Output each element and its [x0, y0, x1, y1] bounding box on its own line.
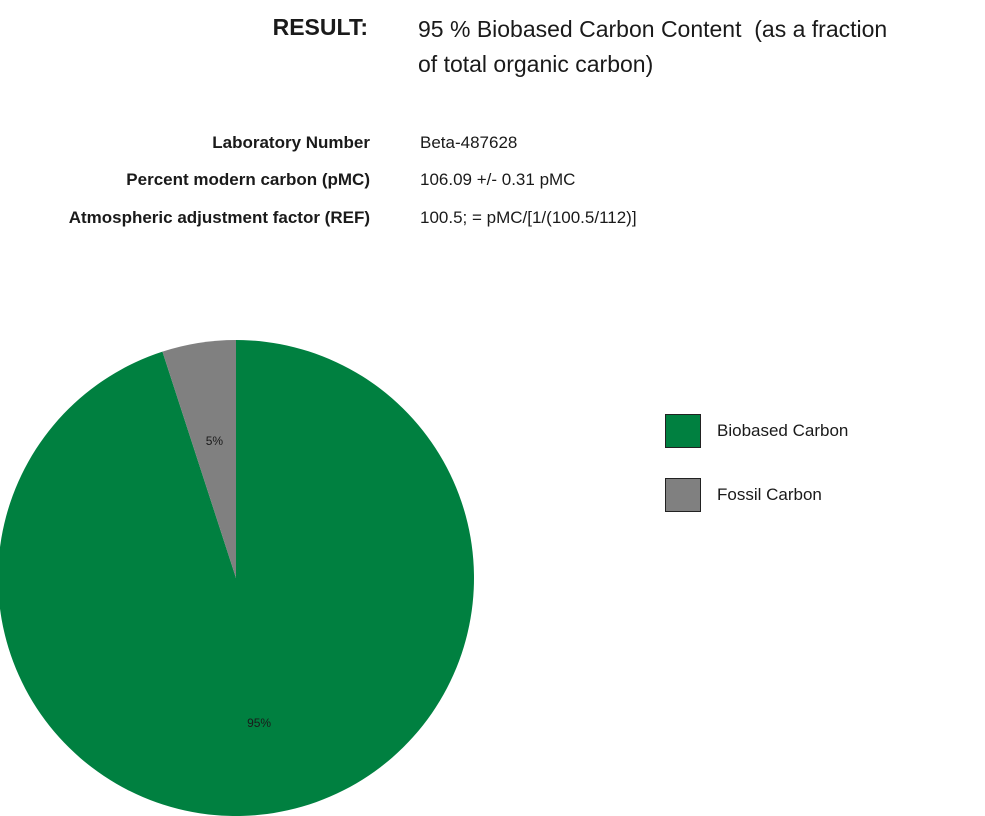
info-label: Laboratory Number [212, 133, 370, 152]
pie-slice-biobased [0, 340, 474, 816]
legend-swatch-biobased [665, 414, 701, 448]
info-row-ref: Atmospheric adjustment factor (REF) 100.… [0, 208, 985, 232]
slice-label-fossil: 5% [206, 434, 224, 448]
result-line-1: 95 % Biobased Carbon Content (as a fract… [418, 16, 888, 42]
info-label: Percent modern carbon (pMC) [126, 170, 370, 189]
legend-label: Fossil Carbon [717, 485, 822, 504]
legend-item-fossil: Fossil Carbon [665, 478, 965, 514]
result-text: 95 % Biobased Carbon Content (as a fract… [418, 12, 983, 82]
result-label: RESULT: [272, 14, 368, 40]
slice-label-biobased: 95% [247, 716, 271, 730]
info-value: 100.5; = pMC/[1/(100.5/112)] [420, 208, 637, 227]
legend-label: Biobased Carbon [717, 421, 849, 440]
info-value: 106.09 +/- 0.31 pMC [420, 170, 576, 189]
pie-chart: 95% 5% [0, 340, 474, 816]
pie-slice-fossil [162, 340, 236, 578]
info-value: Beta-487628 [420, 133, 518, 152]
info-label: Atmospheric adjustment factor (REF) [68, 208, 370, 227]
info-row-lab-number: Laboratory Number Beta-487628 [0, 133, 985, 157]
pie-labels: 95% 5% [206, 434, 272, 730]
result-line-2: of total organic carbon) [418, 51, 654, 77]
legend-item-biobased: Biobased Carbon [665, 414, 965, 450]
info-row-pmc: Percent modern carbon (pMC) 106.09 +/- 0… [0, 170, 985, 194]
legend-swatch-fossil [665, 478, 701, 512]
pie-slices [0, 340, 474, 816]
